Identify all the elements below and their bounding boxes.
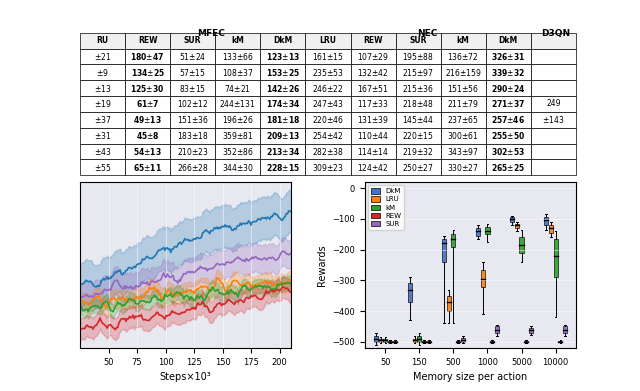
Bar xyxy=(422,341,426,343)
Bar xyxy=(486,227,490,234)
X-axis label: Steps×10³: Steps×10³ xyxy=(159,372,211,382)
Bar xyxy=(447,296,451,311)
Bar xyxy=(563,326,567,333)
Legend: DkM, LRU, kM, REW, SUR: DkM, LRU, kM, REW, SUR xyxy=(369,185,404,230)
Bar xyxy=(456,341,460,343)
Bar xyxy=(520,237,524,253)
Bar xyxy=(558,341,563,343)
Bar xyxy=(481,270,484,287)
Bar xyxy=(490,341,494,343)
Bar xyxy=(524,341,529,343)
Bar xyxy=(413,339,417,342)
Bar xyxy=(442,239,446,262)
Bar xyxy=(529,328,533,333)
X-axis label: Memory size per action: Memory size per action xyxy=(413,372,527,382)
Bar xyxy=(374,336,378,342)
Bar xyxy=(388,341,392,343)
Bar xyxy=(510,217,514,222)
Bar xyxy=(417,336,422,342)
Bar xyxy=(515,224,519,228)
Bar xyxy=(427,341,431,343)
Text: D3QN: D3QN xyxy=(541,29,571,38)
Bar xyxy=(476,228,480,236)
Bar xyxy=(451,234,456,247)
Bar xyxy=(408,283,412,302)
Bar xyxy=(544,217,548,225)
Bar xyxy=(393,341,397,343)
Bar xyxy=(548,225,553,233)
Text: NEC: NEC xyxy=(417,29,437,38)
Bar xyxy=(378,339,383,342)
Bar xyxy=(383,339,387,342)
Text: MFEC: MFEC xyxy=(198,29,225,38)
Bar xyxy=(461,338,465,342)
Bar xyxy=(495,326,499,333)
Y-axis label: Rewards: Rewards xyxy=(317,244,327,286)
Bar xyxy=(554,239,557,277)
